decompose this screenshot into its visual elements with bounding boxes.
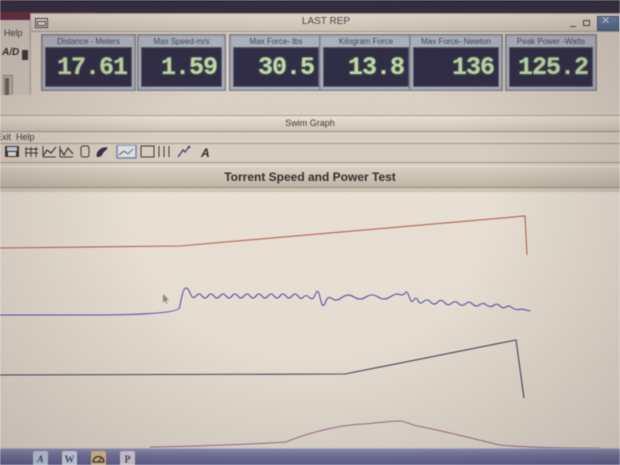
svg-text:A: A — [36, 454, 43, 464]
svg-text:W: W — [65, 455, 75, 465]
svg-text:P: P — [124, 455, 130, 465]
svg-text:A: A — [200, 146, 210, 160]
